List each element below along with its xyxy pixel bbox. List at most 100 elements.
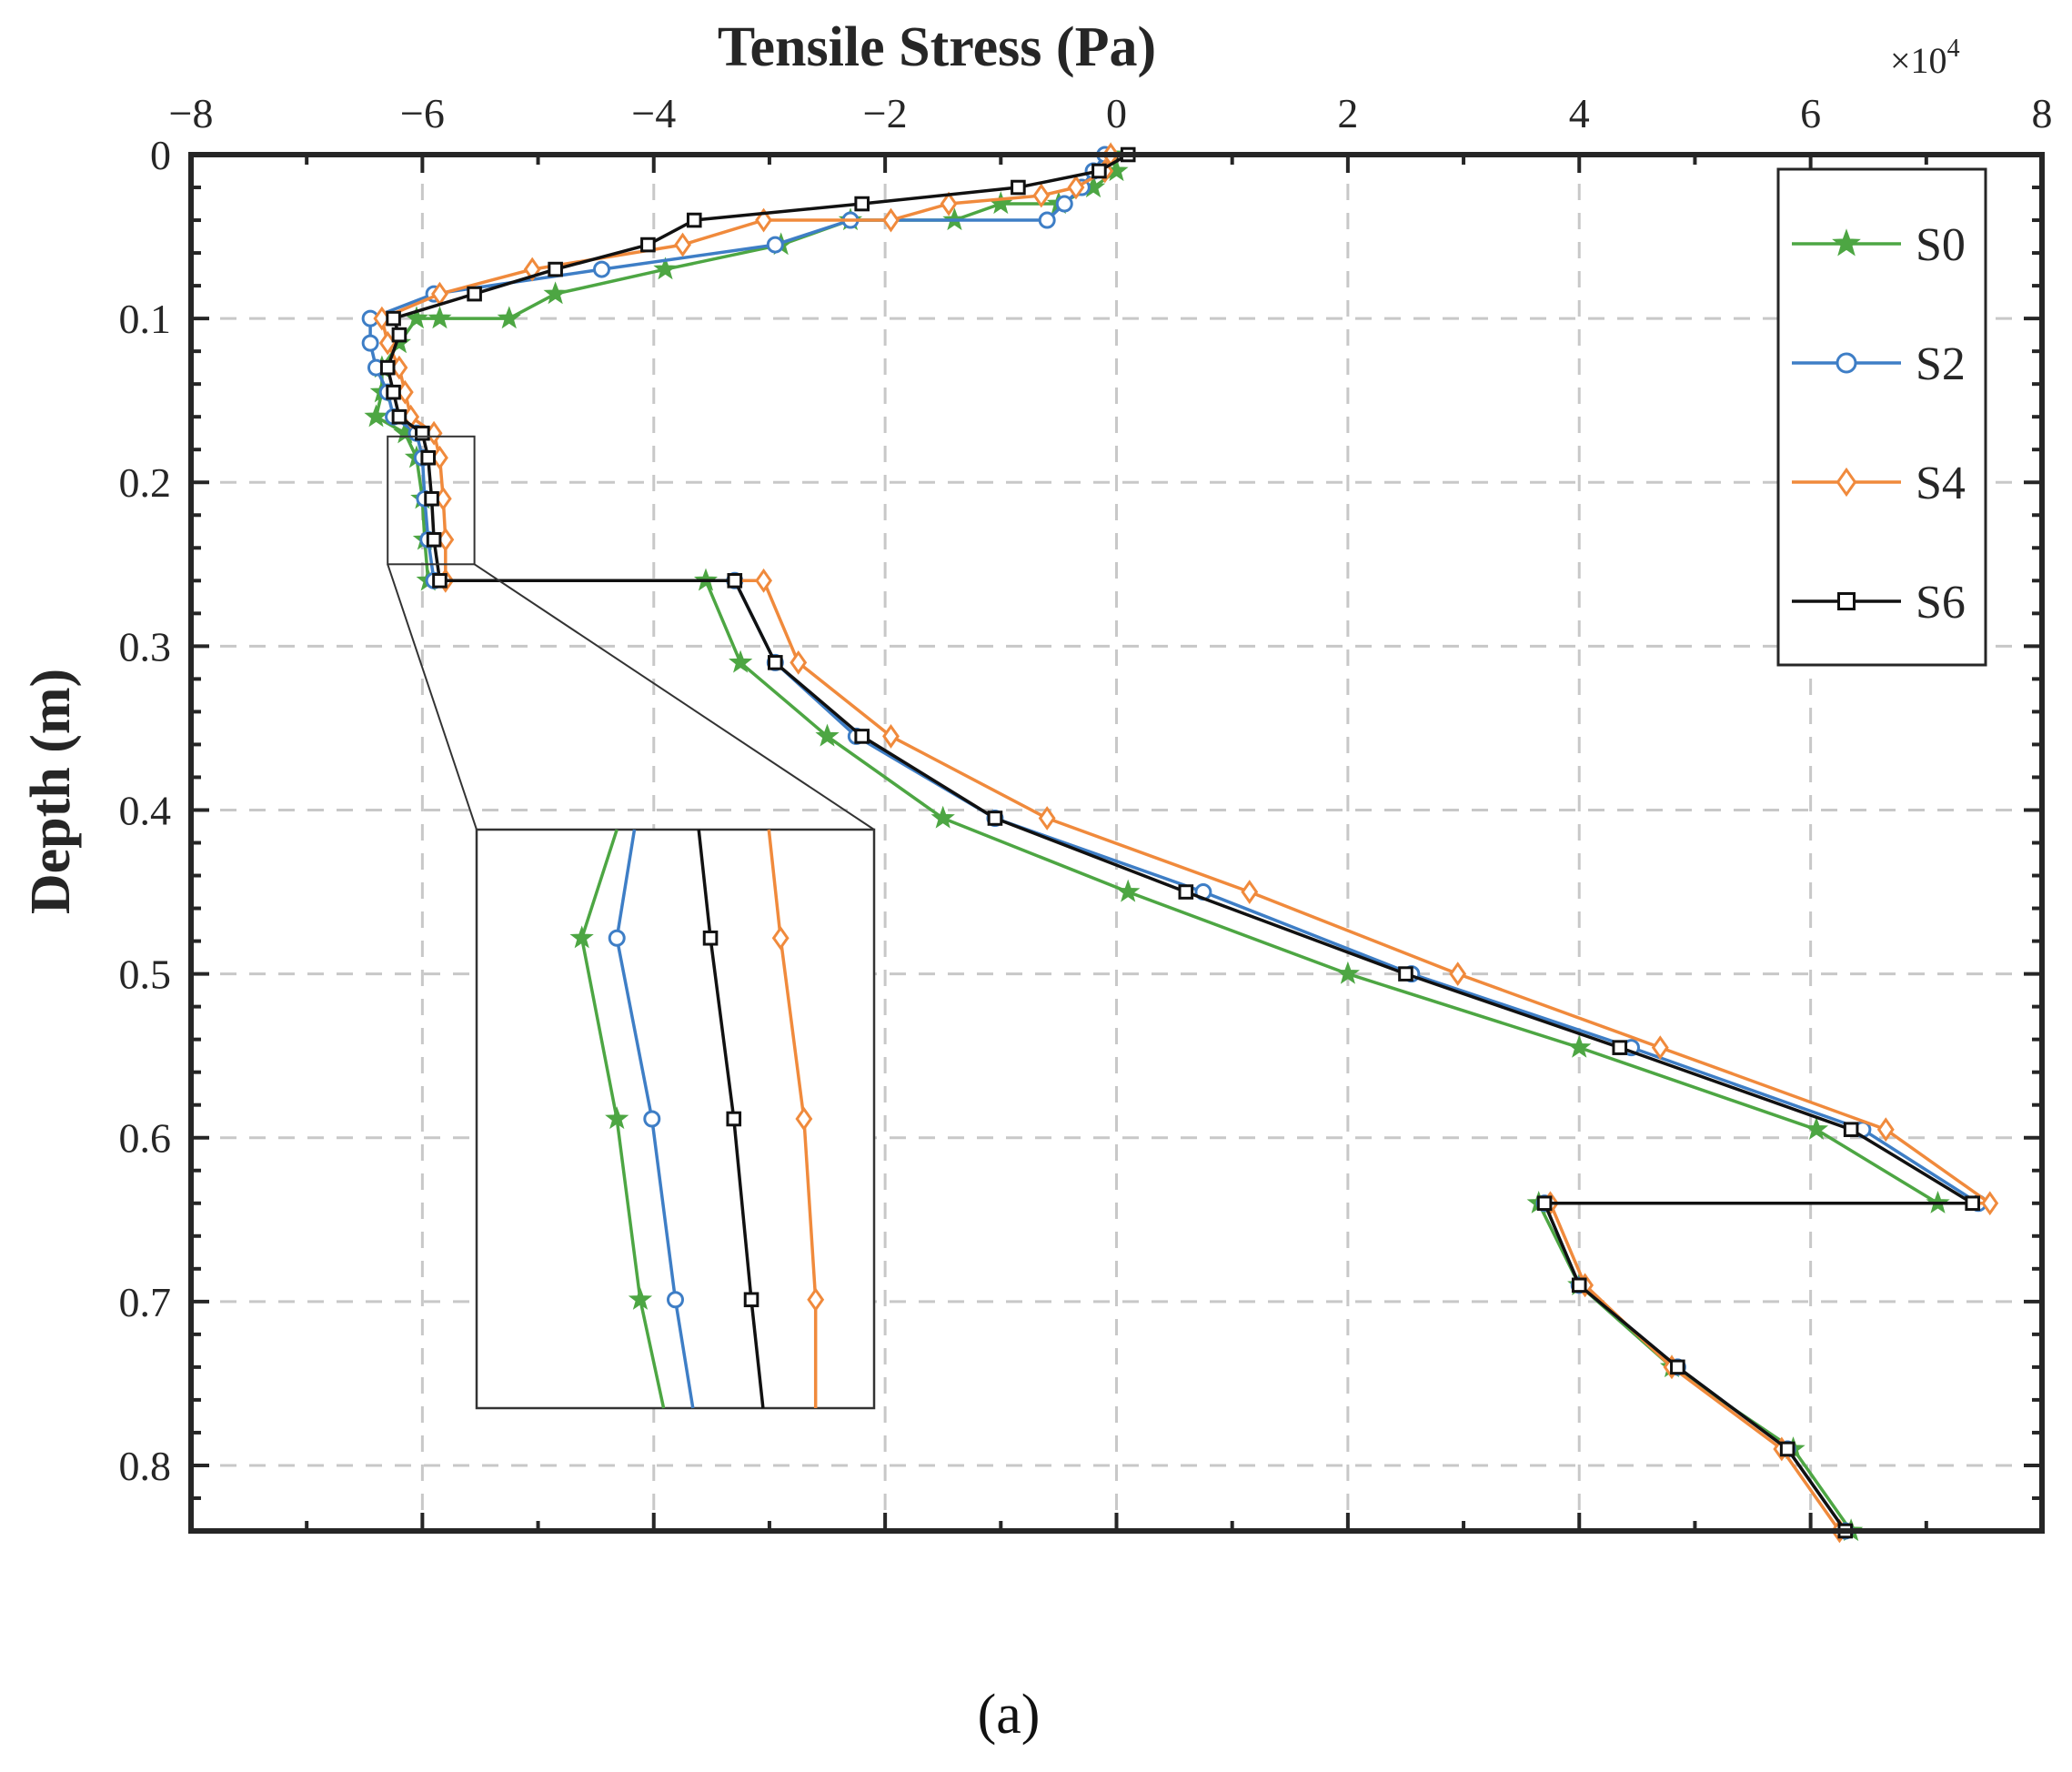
- data-point: [361, 334, 379, 352]
- data-point: [854, 196, 870, 212]
- data-point: [1116, 879, 1141, 902]
- data-point: [1398, 966, 1413, 982]
- legend-label: S2: [1916, 338, 1966, 390]
- data-point: [1843, 1122, 1859, 1138]
- data-point: [1836, 467, 1857, 498]
- data-point: [1804, 1116, 1829, 1140]
- data-point: [807, 1287, 825, 1313]
- zoom-box: [387, 435, 476, 566]
- data-point: [427, 306, 452, 329]
- data-point: [686, 212, 702, 228]
- data-point: [543, 281, 568, 305]
- data-point: [987, 810, 1003, 826]
- data-point: [391, 408, 407, 425]
- data-point: [391, 327, 407, 343]
- data-point: [364, 404, 388, 428]
- data-point: [1876, 1117, 1895, 1143]
- zoom-connector: [474, 563, 875, 831]
- data-point: [1032, 183, 1051, 208]
- data-point: [467, 286, 482, 302]
- x-tick-label: 6: [1800, 90, 1821, 136]
- data-point: [1670, 1359, 1685, 1375]
- y-tick-label: 0.7: [119, 1279, 172, 1325]
- zoom-indicator: [387, 435, 875, 831]
- data-point: [1038, 211, 1056, 229]
- x-tick-label: −6: [400, 90, 445, 136]
- x-tick-label: 2: [1337, 90, 1358, 136]
- data-point: [1965, 1195, 1980, 1212]
- data-point: [386, 384, 401, 400]
- data-point: [1571, 1277, 1587, 1294]
- data-point: [432, 573, 448, 589]
- inset-series-s6: [697, 829, 765, 1409]
- data-point: [424, 490, 439, 507]
- inset-series-s0: [569, 829, 666, 1409]
- data-point: [426, 531, 442, 548]
- x-tick-label: 0: [1106, 90, 1127, 136]
- y-tick-label: 0.6: [119, 1115, 172, 1162]
- legend-label: S4: [1916, 458, 1966, 509]
- data-point: [1832, 228, 1861, 257]
- x-tick-label: −2: [863, 90, 908, 136]
- data-point: [1536, 1195, 1553, 1212]
- data-point: [386, 310, 401, 327]
- data-point: [605, 1106, 629, 1130]
- data-point: [1038, 806, 1056, 831]
- data-point: [940, 191, 958, 216]
- y-tick-label: 0: [150, 132, 171, 178]
- data-point: [1011, 179, 1026, 196]
- data-point: [1178, 884, 1194, 900]
- data-point: [1091, 163, 1107, 179]
- y-tick-label: 0.8: [119, 1443, 172, 1489]
- legend-item-s6: S6: [1792, 577, 1966, 629]
- data-point: [628, 1287, 653, 1310]
- data-point: [815, 723, 840, 747]
- series-line: [386, 153, 1975, 1533]
- data-point: [882, 207, 900, 233]
- y-tick-label: 0.4: [119, 787, 172, 833]
- data-point: [795, 1106, 813, 1132]
- data-point: [569, 925, 594, 949]
- x-tick-label: −4: [631, 90, 676, 136]
- zoom-connector: [387, 563, 478, 831]
- data-point: [767, 655, 783, 670]
- y-tick-label: 0.2: [119, 459, 172, 506]
- data-point: [1612, 1040, 1628, 1055]
- data-point: [1449, 962, 1467, 987]
- data-point: [755, 207, 773, 233]
- y-tick-label: 0.1: [119, 296, 172, 342]
- data-point: [653, 257, 678, 280]
- y-tick-label: 0.3: [119, 623, 172, 670]
- series-layer: [361, 142, 1999, 1544]
- data-point: [1241, 880, 1259, 904]
- y-axis-title: Depth (m): [20, 669, 82, 914]
- data-point: [729, 649, 753, 673]
- data-point: [1651, 1035, 1669, 1061]
- data-point: [1837, 592, 1856, 610]
- inset-series-s2: [608, 829, 695, 1409]
- x-tick-label: −8: [169, 90, 214, 136]
- data-point: [771, 925, 790, 951]
- data-point: [379, 359, 396, 376]
- data-point: [726, 1111, 742, 1127]
- data-point: [608, 929, 626, 947]
- inset-plot: [475, 828, 876, 1410]
- y-tick-label: 0.5: [119, 951, 172, 998]
- legend-item-s2: S2: [1792, 338, 1966, 390]
- legend: S0 S2 S4 S6: [1776, 167, 1987, 667]
- data-point: [882, 724, 900, 749]
- data-point: [854, 729, 870, 744]
- data-point: [1335, 961, 1360, 984]
- data-point: [1055, 195, 1073, 213]
- x-exponent-label: ×104: [1890, 35, 1960, 81]
- x-tick-label: 4: [1569, 90, 1590, 136]
- legend-box: [1776, 167, 1987, 667]
- data-point: [743, 1292, 759, 1308]
- data-point: [420, 449, 437, 466]
- x-ticks: −8 −6 −4 −2 0 2 4 6 8: [169, 90, 2053, 1531]
- series-line: [380, 154, 1992, 1533]
- data-point: [766, 236, 784, 254]
- data-point: [1779, 1441, 1795, 1457]
- inset-series-s4: [767, 829, 825, 1408]
